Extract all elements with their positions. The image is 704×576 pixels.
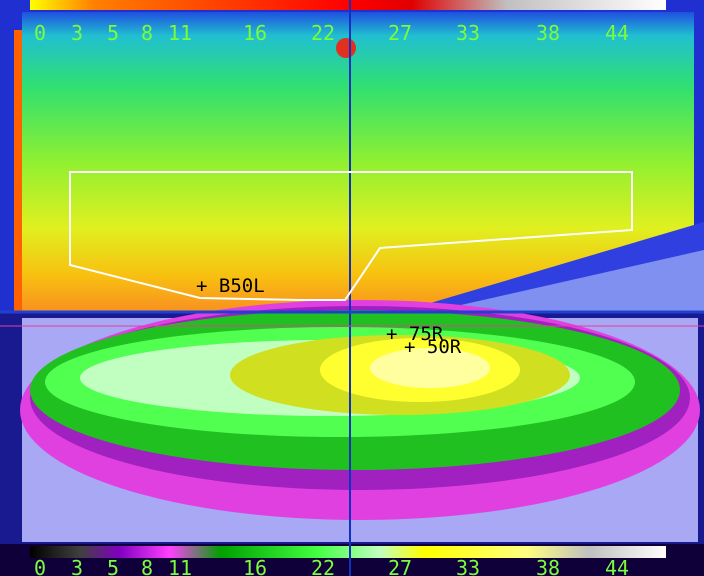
- scale-label: 0: [34, 556, 46, 576]
- scale-label: 11: [168, 21, 192, 45]
- scale-label: 16: [243, 556, 267, 576]
- scale-label: 22: [311, 21, 335, 45]
- scale-label: 27: [388, 556, 412, 576]
- scale-label: 11: [168, 556, 192, 576]
- scale-label: 5: [107, 21, 119, 45]
- scale-label: 8: [141, 21, 153, 45]
- scale-label: 3: [71, 21, 83, 45]
- scale-label: 38: [536, 556, 560, 576]
- labels: 0 3 5 8 11 16 22 27 33 38 440 3 5 8 11 16 22 27 33 38 44+ B5…: [34, 21, 629, 576]
- scale-label: 16: [243, 21, 267, 45]
- hot-spot: [336, 38, 356, 58]
- contour: [370, 348, 490, 388]
- scale-label: 3: [71, 556, 83, 576]
- scale-label: 44: [605, 556, 629, 576]
- scale-label: 0: [34, 21, 46, 45]
- scale-label: 27: [388, 21, 412, 45]
- edge-strip: [14, 30, 22, 312]
- scale-bar: [30, 0, 666, 10]
- marker-label: + 75R: [386, 323, 444, 345]
- zone-outline: [69, 171, 633, 301]
- scale-label: 44: [605, 21, 629, 45]
- scale-bar: [30, 546, 666, 558]
- scale-label: 33: [456, 556, 480, 576]
- scale-label: 38: [536, 21, 560, 45]
- marker-label: + 50R: [404, 336, 462, 358]
- marker-label: + B50L: [196, 275, 265, 297]
- scale-label: 33: [456, 21, 480, 45]
- scale-label: 5: [107, 556, 119, 576]
- scale-label: 22: [311, 556, 335, 576]
- cutoff-wedge-inner: [430, 250, 704, 312]
- scale-label: 8: [141, 556, 153, 576]
